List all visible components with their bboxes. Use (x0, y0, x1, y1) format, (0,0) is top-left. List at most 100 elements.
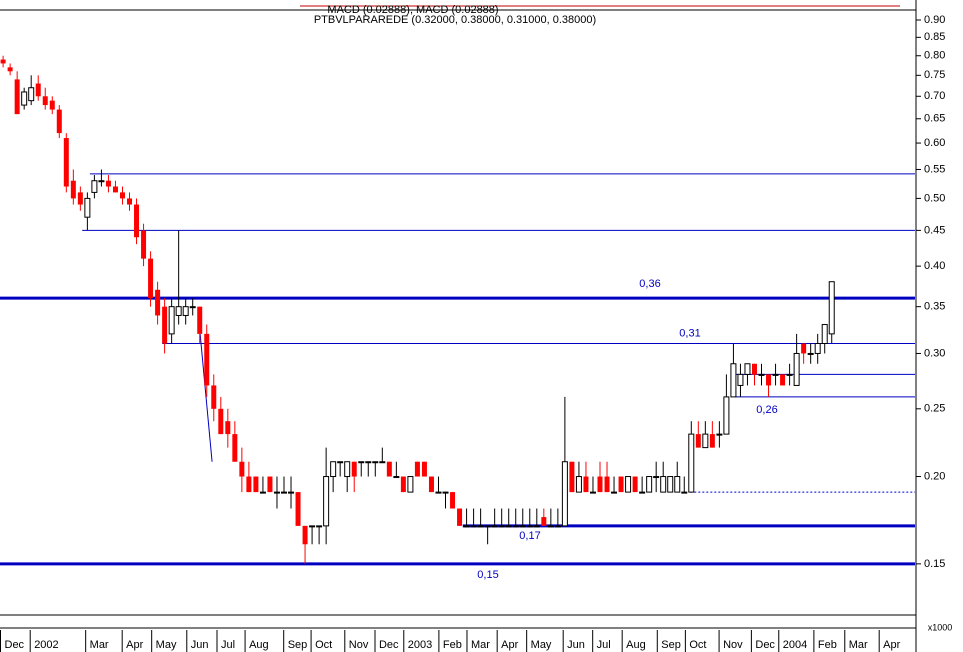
candle-body (604, 476, 610, 493)
y-tick-label: 0.25 (924, 403, 945, 415)
support-label: 0,26 (756, 404, 777, 416)
candle-body (91, 180, 98, 193)
y-tick-label: 0.85 (924, 31, 945, 43)
candle-body (709, 434, 715, 448)
candle-body (618, 476, 624, 493)
y-tick-label: 0.40 (924, 260, 945, 272)
x-tick-label: Apr (883, 639, 900, 651)
support-label: 0,36 (639, 278, 660, 290)
candle-body (807, 352, 814, 355)
x-tick-label: 2002 (34, 639, 58, 651)
candle-body (828, 281, 835, 335)
candle-body (547, 525, 554, 528)
candle-body (407, 476, 414, 493)
candle-body (814, 343, 821, 354)
x-tick-label: Jul (221, 639, 235, 651)
candle-body (583, 476, 589, 493)
x-tick-label: May (156, 639, 177, 651)
x-tick-label: Apr (501, 639, 518, 651)
support-label: 0,31 (679, 327, 700, 339)
candle-body (323, 476, 330, 527)
candle-body (309, 525, 316, 528)
candle-body (239, 461, 245, 477)
candle-body (569, 461, 575, 493)
candle-body (688, 433, 695, 493)
support-label: 0,15 (477, 569, 498, 581)
candle-body (457, 508, 463, 526)
candle-body (119, 192, 125, 199)
candle-body (273, 491, 280, 494)
y-tick-label: 0.60 (924, 137, 945, 149)
candle-body (134, 204, 140, 238)
y-tick-label: 0.55 (924, 163, 945, 175)
candle-body (561, 461, 568, 527)
candle-body (772, 373, 779, 376)
y-tick-label: 0.30 (924, 347, 945, 359)
candle-body (253, 476, 259, 493)
candle-body (442, 491, 449, 494)
candle-body (211, 385, 217, 409)
candle-body (28, 87, 35, 102)
candle-body (702, 433, 709, 449)
candle-body (302, 525, 308, 545)
candle-body (386, 461, 392, 477)
candle-body (155, 289, 161, 316)
x-tick-label: Jul (597, 639, 611, 651)
candle-body (225, 421, 231, 435)
candle-body (632, 476, 638, 493)
candle-body (35, 83, 41, 97)
candle-body (246, 476, 252, 493)
candle-body (148, 258, 154, 299)
x-tick-label: Sep (288, 639, 308, 651)
x-tick-label: Jun (567, 639, 585, 651)
trend-line (199, 333, 213, 462)
y-tick-label: 0.90 (924, 14, 945, 26)
candle-body (414, 461, 420, 477)
x-tick-label: Mar (471, 639, 490, 651)
candle-body (168, 306, 175, 335)
candle-body (372, 461, 379, 464)
x-tick-label: May (531, 639, 552, 651)
candle-body (526, 525, 533, 528)
candle-body (625, 476, 632, 493)
candle-body (77, 192, 83, 205)
candle-body (758, 373, 765, 376)
candle-body (267, 476, 273, 493)
candle-body (695, 434, 701, 448)
x-tick-label: Mar (90, 639, 109, 651)
y-tick-label: 0.65 (924, 113, 945, 125)
candle-body (204, 333, 210, 386)
candle-body (105, 180, 111, 187)
volume-scale: x1000 (928, 622, 953, 632)
x-tick-label: Dec (379, 639, 399, 651)
candle-body (730, 363, 737, 398)
candle-body (435, 491, 442, 494)
y-tick-label: 0.70 (924, 90, 945, 102)
candle-body (49, 100, 55, 110)
candle-body (316, 525, 323, 528)
candle-body (421, 461, 427, 477)
candle-body (162, 306, 168, 344)
candle-body (575, 476, 582, 493)
candle-body (379, 461, 386, 464)
y-tick-label: 0.45 (924, 224, 945, 236)
candle-body (428, 476, 434, 493)
chart-title: PTBVLPARAREDE (0.32000, 0.38000, 0.31000… (314, 14, 596, 26)
candle-body (793, 352, 800, 386)
candle-body (280, 491, 287, 494)
candle-body (744, 363, 751, 375)
candle-body (351, 461, 357, 477)
indicator-label: MACD (0.02888), MACD (0.02888) (327, 4, 498, 16)
candle-body (737, 373, 744, 386)
candle-body (541, 517, 547, 526)
candle-body (681, 491, 688, 494)
candle-body (197, 306, 203, 334)
x-tick-label: Aug (249, 639, 269, 651)
candle-body (358, 461, 365, 464)
candle-body (112, 186, 118, 193)
y-tick-label: 0.20 (924, 470, 945, 482)
candle-body (182, 306, 189, 316)
candle-body (646, 476, 653, 493)
